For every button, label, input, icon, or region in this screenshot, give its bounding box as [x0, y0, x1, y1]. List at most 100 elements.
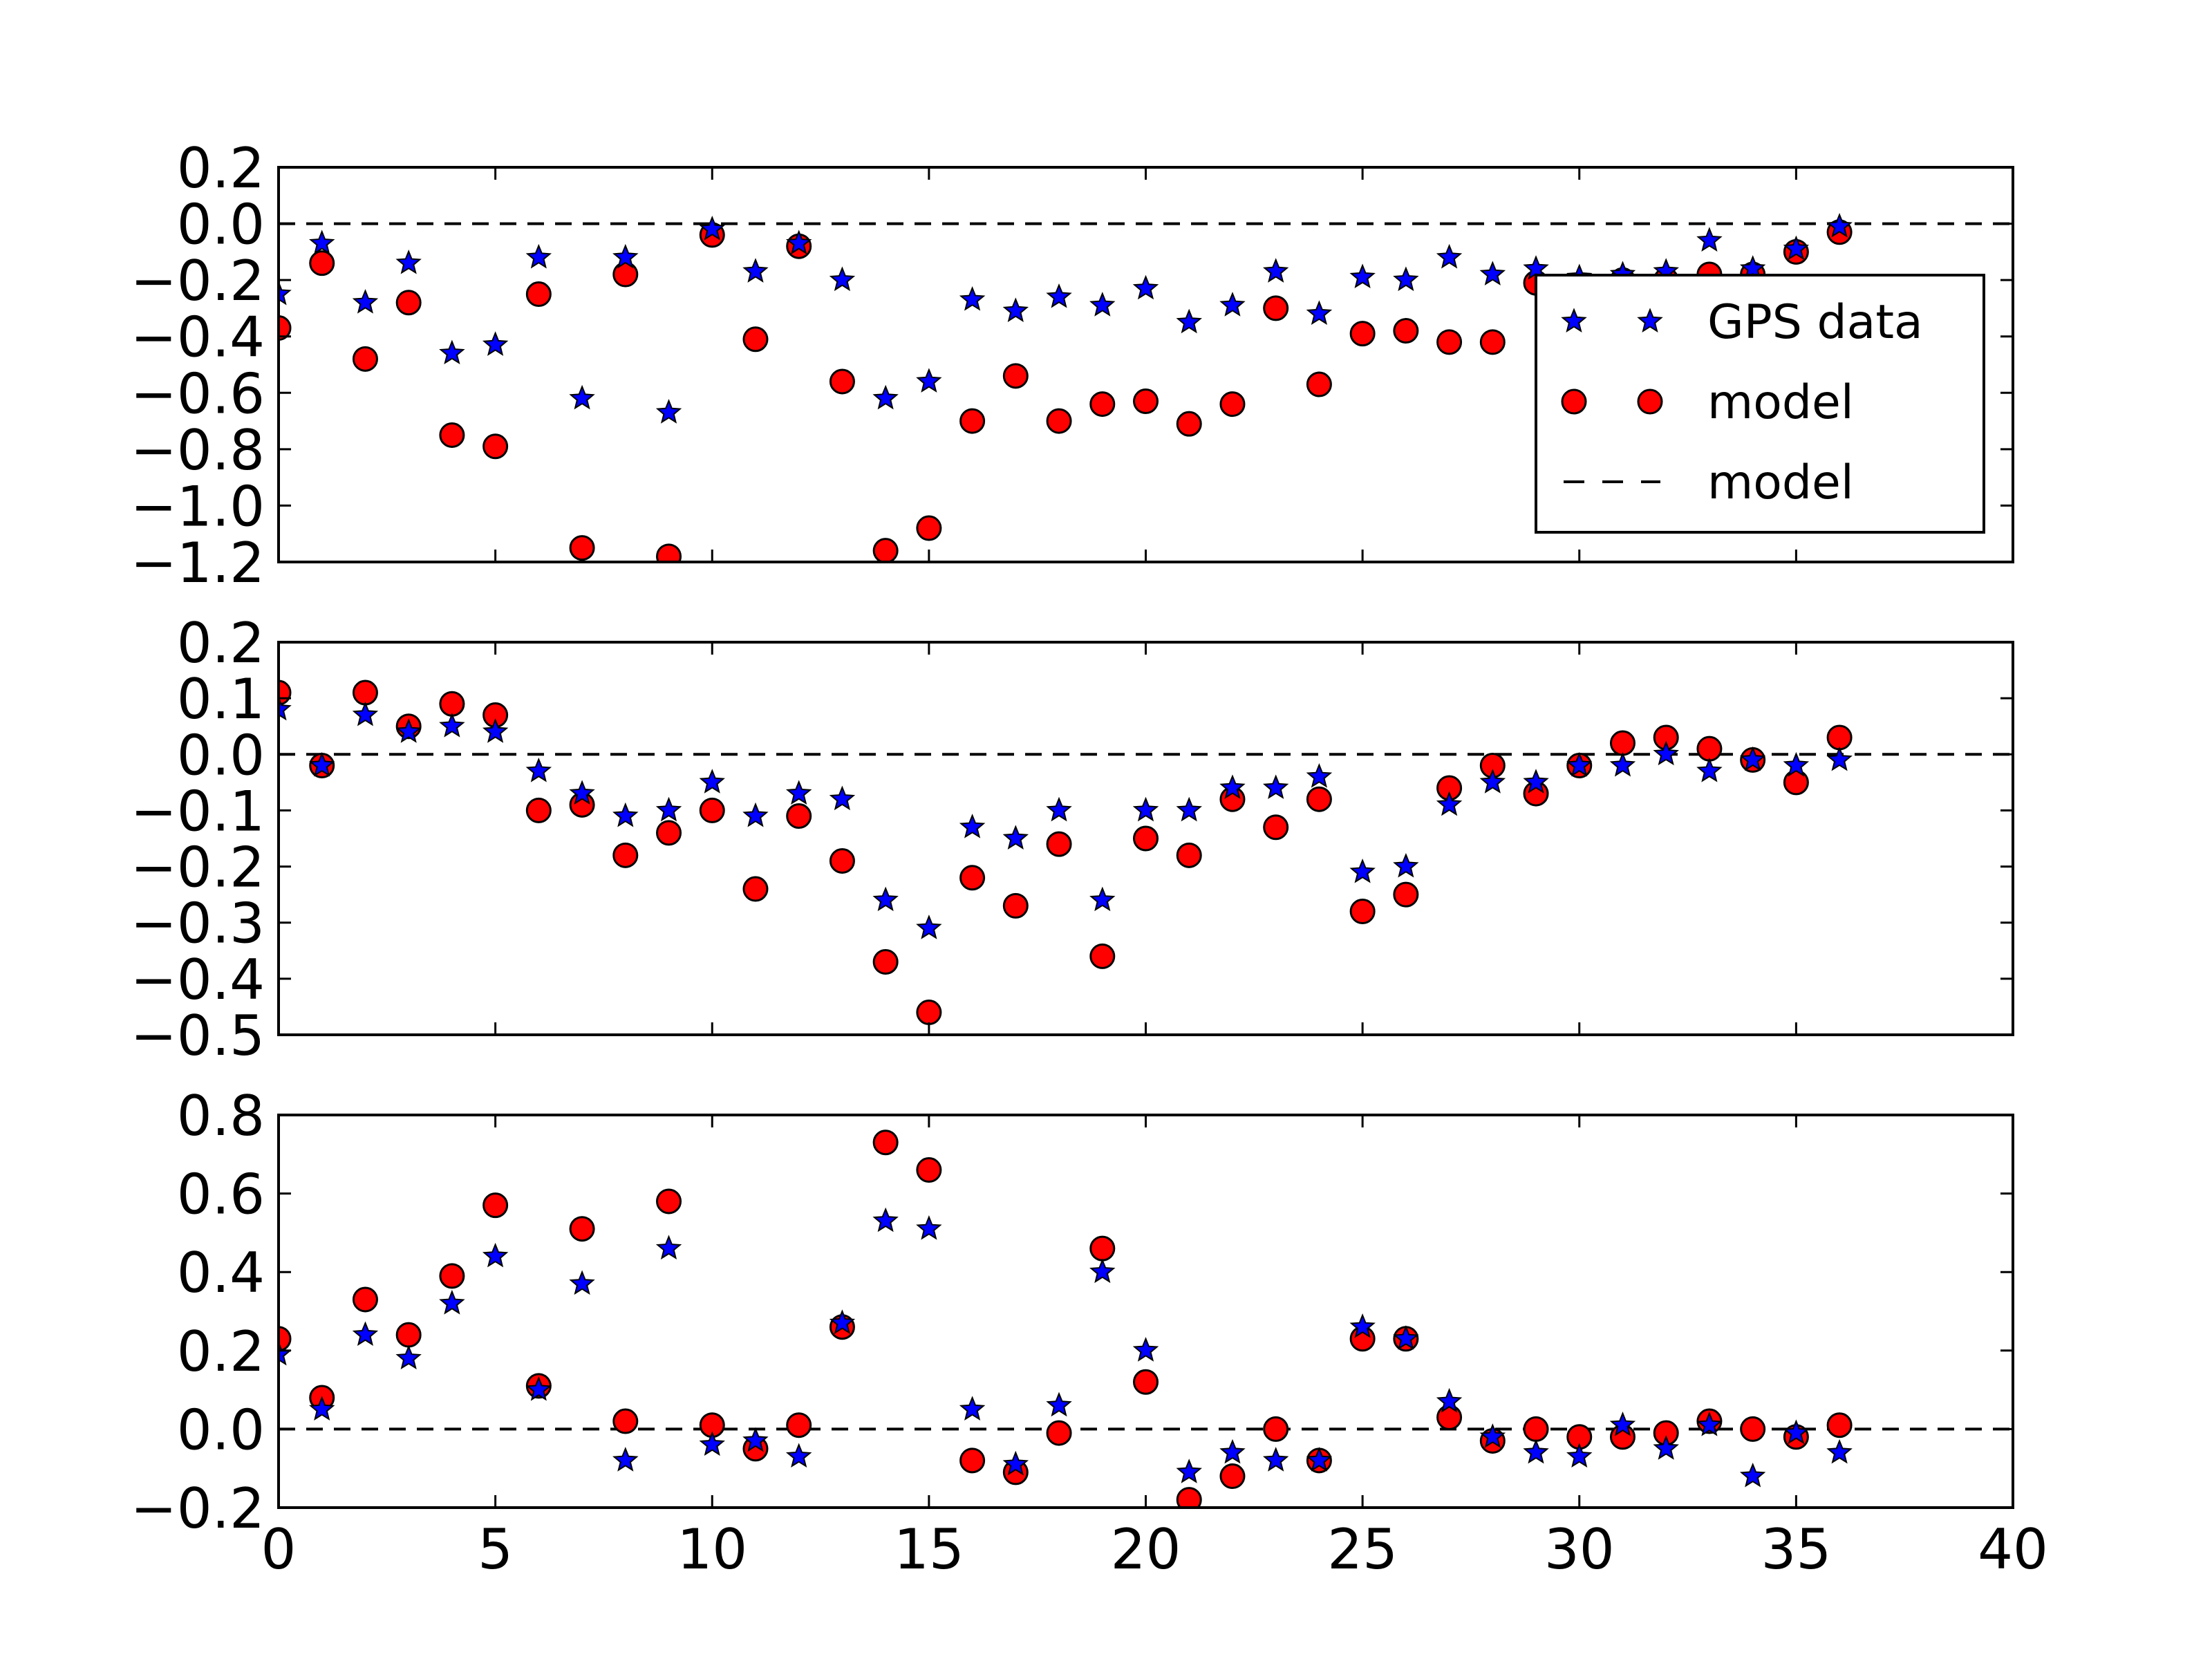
y-tick-label: −0.6 [131, 362, 265, 426]
gps-data-point [785, 229, 812, 255]
gps-data-point [1566, 1443, 1593, 1468]
gps-data-point [1609, 751, 1636, 777]
gps-data-point [439, 713, 465, 738]
gps-data-point [1436, 243, 1463, 269]
gps-data-point [829, 1309, 856, 1334]
gps-data-point [1479, 261, 1506, 285]
y-tick-label: −1.2 [131, 531, 265, 595]
gps-data-point [655, 1235, 682, 1260]
model-point [959, 865, 986, 891]
model-point [482, 433, 509, 460]
model-point [1783, 769, 1809, 796]
gps-data-point [1696, 757, 1723, 782]
y-tick-label: −0.8 [131, 418, 265, 482]
y-tick-label: 0.4 [177, 1241, 265, 1305]
model-point [1046, 1420, 1072, 1446]
model-point [1089, 391, 1116, 418]
legend: GPS data model model [1535, 274, 1985, 534]
gps-data-point [352, 289, 379, 314]
y-tick-label: 0.6 [177, 1163, 265, 1227]
model-point [1133, 1369, 1159, 1395]
gps-data-point [1046, 796, 1072, 822]
model-point [1176, 842, 1202, 868]
gps-data-point [1523, 769, 1549, 794]
gps-data-point [352, 701, 379, 727]
gps-data-point [959, 814, 986, 838]
model-point [1089, 1235, 1116, 1262]
model-point [1609, 730, 1635, 756]
model-point [279, 315, 292, 341]
model-point [1263, 814, 1289, 841]
model-point [699, 797, 725, 823]
gps-data-point [395, 250, 422, 274]
gps-data-point [1479, 1423, 1506, 1448]
gps-data-point [1132, 796, 1159, 822]
model-point [612, 261, 639, 288]
y-tick-label: −0.5 [131, 1004, 265, 1068]
gps-data-point [482, 331, 509, 356]
model-point [1393, 881, 1419, 908]
x-tick-label: 40 [1978, 1517, 2048, 1582]
gps-data-point [1696, 1412, 1723, 1436]
gps-data-point [525, 757, 552, 782]
model-point [612, 1408, 639, 1434]
y-tick-label: 0.2 [177, 136, 265, 200]
gps-data-point [309, 751, 335, 777]
model-point [1826, 1412, 1853, 1438]
y-tick-label: 0.2 [177, 611, 265, 675]
x-tick-label: 35 [1761, 1517, 1831, 1582]
model-point [1133, 825, 1159, 852]
gps-data-point [1219, 774, 1246, 799]
gps-data-point [742, 1427, 769, 1452]
gps-data-point [525, 243, 552, 269]
model-point [439, 1263, 465, 1289]
model-point [439, 422, 465, 448]
model-point [1002, 892, 1029, 919]
model-point [1393, 318, 1419, 344]
gps-data-point [1393, 1325, 1419, 1350]
model-point [786, 803, 812, 830]
model-point [916, 515, 942, 541]
y-tick-label: −0.4 [131, 306, 265, 370]
y-tick-label: 0.1 [177, 667, 265, 731]
y-tick-label: −0.2 [131, 249, 265, 313]
legend-star-marker [1561, 308, 1587, 332]
model-point [1263, 1416, 1289, 1442]
gps-data-point [1783, 751, 1810, 777]
model-point [656, 820, 682, 846]
model-point [1046, 831, 1072, 857]
gps-data-point [1349, 263, 1376, 288]
gps-data-point [872, 886, 899, 912]
model-point [786, 1412, 812, 1438]
gps-data-point [1609, 1412, 1636, 1436]
model-point [1089, 943, 1116, 969]
gps-data-point [1696, 227, 1723, 252]
gps-data-point [1523, 1438, 1549, 1464]
gps-data-point [1306, 1447, 1333, 1472]
gps-data-point [612, 802, 639, 827]
model-point [916, 1157, 942, 1183]
model-point [482, 1192, 509, 1219]
y-tick-label: 0.8 [177, 1084, 265, 1148]
gps-data-point [1132, 274, 1159, 300]
y-tick-label: 0.0 [177, 1398, 265, 1462]
gps-data-point [916, 1215, 942, 1240]
gps-data-point [1739, 1462, 1766, 1488]
gps-data-point [569, 780, 595, 805]
model-point [1263, 295, 1289, 321]
legend-label: GPS data [1707, 295, 1923, 350]
legend-frame [1535, 274, 1985, 534]
plot-area [279, 679, 1853, 1026]
gps-data-point [612, 243, 639, 269]
gps-data-point [1393, 266, 1419, 292]
model-point [1046, 408, 1072, 434]
model-point [279, 1326, 292, 1352]
model-point [742, 876, 769, 902]
model-point [829, 847, 855, 874]
model-point [612, 842, 639, 868]
model-point [916, 1000, 942, 1026]
gps-data-point [1132, 1337, 1159, 1362]
gps-data-point [1176, 308, 1202, 334]
model-point [1176, 1487, 1202, 1508]
model-point [959, 408, 986, 434]
